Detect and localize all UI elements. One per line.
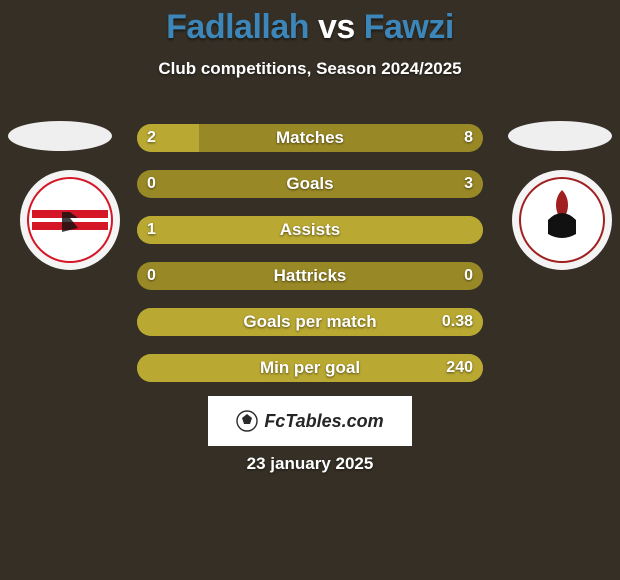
player1-name: Fadlallah xyxy=(166,8,309,46)
stat-label: Assists xyxy=(137,216,483,244)
player1-club-crest xyxy=(20,170,120,270)
stat-value-right: 240 xyxy=(446,354,473,382)
page-title: Fadlallah vs Fawzi xyxy=(0,0,620,47)
zamalek-icon xyxy=(26,176,114,264)
stat-row: Hattricks0 0 xyxy=(137,262,483,290)
stat-value-left: 0 xyxy=(147,170,156,198)
stat-row: Assists1 xyxy=(137,216,483,244)
stat-label: Matches xyxy=(137,124,483,152)
stat-bars: Matches28Goals03Assists1Hattricks00Goals… xyxy=(137,124,483,400)
player2-club-crest xyxy=(512,170,612,270)
subtitle: Club competitions, Season 2024/2025 xyxy=(0,59,620,79)
date-text: 23 january 2025 xyxy=(0,454,620,474)
stat-value-right: 0 xyxy=(464,262,473,290)
stat-label: Min per goal xyxy=(137,354,483,382)
watermark-text: FcTables.com xyxy=(264,411,383,432)
stat-row: Goals0 3 xyxy=(137,170,483,198)
player2-avatar-placeholder xyxy=(508,121,612,151)
vs-text: vs xyxy=(309,8,364,46)
stat-row: Min per goal240 xyxy=(137,354,483,382)
stat-row: Matches2 8 xyxy=(137,124,483,152)
stat-value-left: 2 xyxy=(147,124,156,152)
player1-avatar-placeholder xyxy=(8,121,112,151)
stat-value-left: 0 xyxy=(147,262,156,290)
enppi-icon xyxy=(518,176,606,264)
player2-name: Fawzi xyxy=(364,8,454,46)
stat-value-left: 1 xyxy=(147,216,156,244)
stat-value-right: 0.38 xyxy=(442,308,473,336)
stat-value-right: 3 xyxy=(464,170,473,198)
stage: Fadlallah vs Fawzi Club competitions, Se… xyxy=(0,0,620,580)
stat-label: Goals per match xyxy=(137,308,483,336)
stat-label: Hattricks xyxy=(137,262,483,290)
watermark-ball-icon xyxy=(236,410,258,432)
stat-value-right: 8 xyxy=(464,124,473,152)
watermark: FcTables.com xyxy=(208,396,412,446)
stat-row: Goals per match0.38 xyxy=(137,308,483,336)
stat-label: Goals xyxy=(137,170,483,198)
